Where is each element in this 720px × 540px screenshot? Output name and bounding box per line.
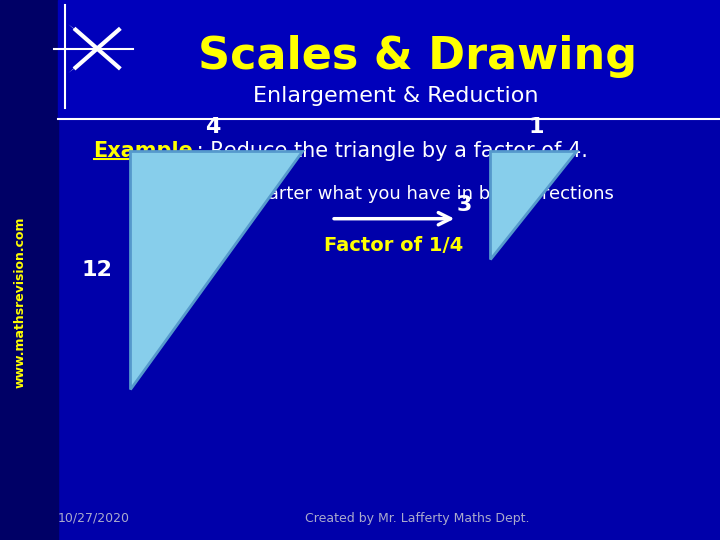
Text: : Reduce the triangle by a factor of 4.: : Reduce the triangle by a factor of 4. <box>190 141 588 161</box>
Text: 1: 1 <box>528 117 544 137</box>
Polygon shape <box>68 51 94 73</box>
Text: 10/27/2020: 10/27/2020 <box>58 512 130 525</box>
Text: Simply quarter what you have in both directions: Simply quarter what you have in both dir… <box>178 185 614 204</box>
Text: Scales & Drawing: Scales & Drawing <box>198 35 637 78</box>
Bar <box>58 0 720 119</box>
Text: Factor of 1/4: Factor of 1/4 <box>324 236 464 255</box>
Polygon shape <box>490 151 576 259</box>
Polygon shape <box>68 24 94 46</box>
Text: www.mathsrevision.com: www.mathsrevision.com <box>14 217 27 388</box>
Polygon shape <box>130 151 302 389</box>
Text: 3: 3 <box>456 195 472 215</box>
Text: 12: 12 <box>82 260 112 280</box>
Text: 4: 4 <box>204 117 220 137</box>
Bar <box>0 0 58 540</box>
Text: Created by Mr. Lafferty Maths Dept.: Created by Mr. Lafferty Maths Dept. <box>305 512 530 525</box>
Text: Example: Example <box>94 141 194 161</box>
Text: Enlargement & Reduction: Enlargement & Reduction <box>253 86 539 106</box>
